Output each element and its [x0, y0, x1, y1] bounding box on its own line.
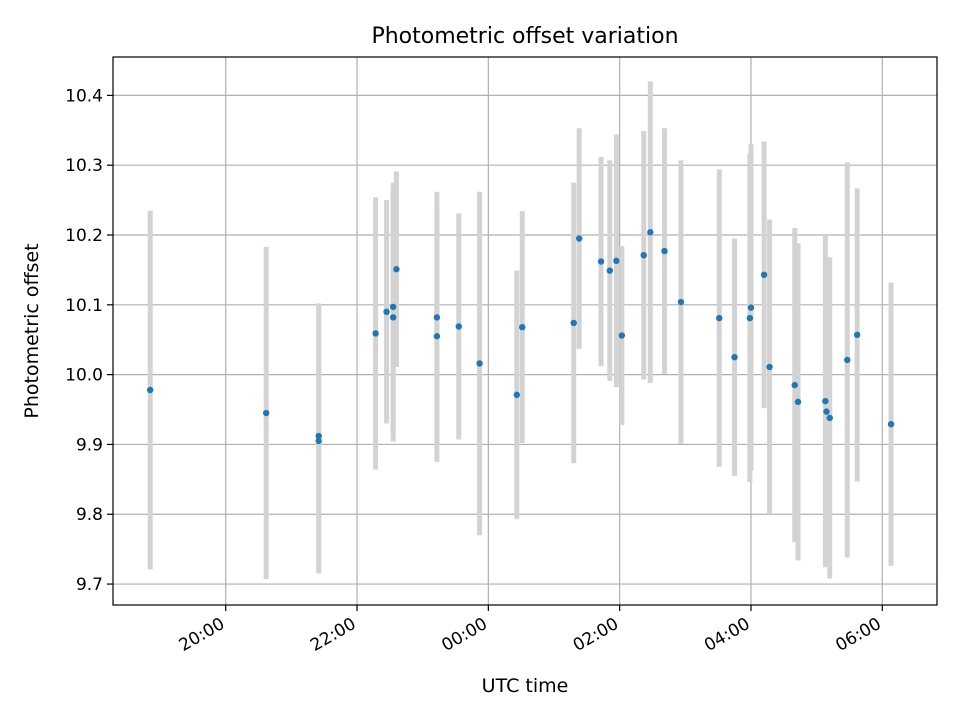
chart-title: Photometric offset variation [371, 24, 678, 49]
data-point [887, 420, 895, 428]
data-point [661, 247, 668, 255]
data-point [597, 258, 605, 265]
data-point [393, 266, 400, 273]
data-point [606, 267, 614, 274]
data-point [647, 229, 654, 236]
data-point [455, 323, 462, 330]
y-tick-label: 10.0 [65, 366, 103, 386]
data-point [791, 381, 798, 389]
data-point [613, 257, 620, 265]
data-point [433, 314, 441, 321]
data-point [389, 303, 397, 311]
data-point [315, 432, 322, 440]
data-point [822, 397, 829, 405]
data-point [794, 398, 802, 406]
data-point [263, 409, 270, 417]
data-point [731, 353, 738, 361]
data-point [618, 332, 626, 339]
y-tick-label: 10.3 [65, 156, 103, 176]
data-point [372, 330, 379, 337]
y-tick-label: 10.4 [65, 86, 103, 106]
y-tick-label: 10.2 [65, 226, 103, 246]
data-point [640, 252, 647, 259]
data-point [519, 323, 526, 331]
data-point [147, 386, 154, 394]
data-point [747, 304, 755, 311]
y-tick-label: 9.8 [76, 505, 103, 525]
data-point [575, 235, 583, 242]
data-point [766, 363, 773, 371]
y-tick-label: 10.1 [65, 296, 103, 316]
data-point [760, 271, 768, 279]
data-points [147, 229, 895, 445]
data-point [853, 331, 861, 339]
y-tick-label: 9.7 [76, 575, 103, 595]
data-point [513, 391, 520, 399]
data-point [677, 298, 685, 306]
data-point [433, 333, 441, 340]
data-point [476, 360, 483, 367]
data-point [823, 408, 830, 415]
data-point [746, 314, 754, 322]
data-point [826, 414, 833, 422]
y-axis-label: Photometric offset [21, 243, 43, 418]
data-point [716, 314, 723, 322]
y-tick-label: 9.9 [76, 435, 103, 455]
plot-frame [112, 56, 938, 606]
data-point [315, 437, 322, 445]
y-axis-ticks: 9.7 9.8 9.9 10.0 10.1 10.2 10.3 10.4 [65, 86, 113, 595]
data-point [389, 314, 397, 321]
data-point [383, 308, 390, 316]
x-axis-label: UTC time [482, 675, 569, 697]
data-point [570, 319, 577, 327]
data-point [844, 356, 851, 364]
